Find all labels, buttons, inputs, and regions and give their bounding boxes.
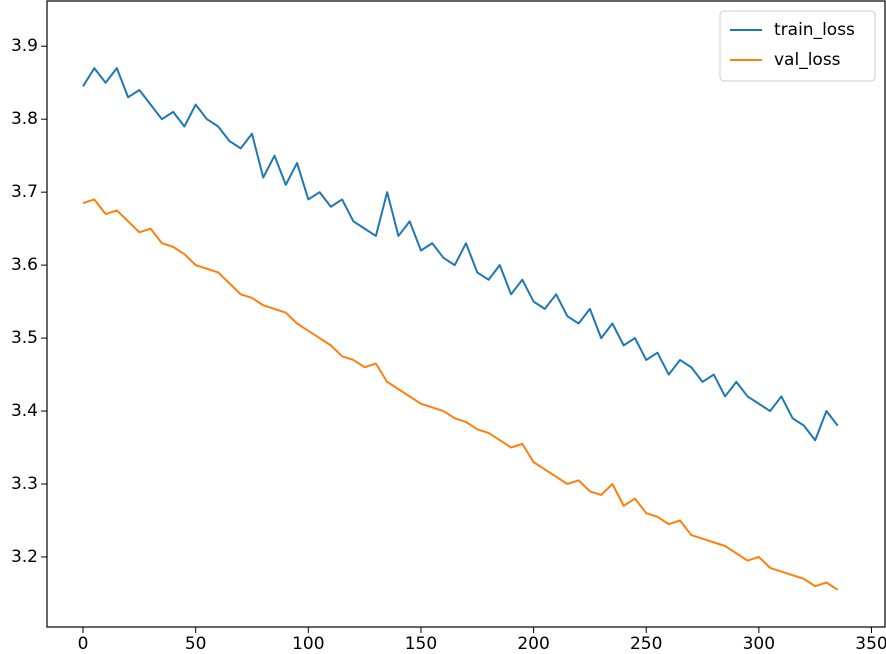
y-tick-label: 3.3 [11, 474, 38, 494]
x-tick-label: 100 [292, 634, 324, 654]
y-tick-label: 3.9 [11, 36, 38, 56]
x-tick-label: 50 [185, 634, 207, 654]
legend: train_loss val_loss [719, 10, 876, 82]
y-tick-label: 3.8 [11, 109, 38, 129]
x-tick-label: 300 [743, 634, 775, 654]
line [82, 198, 839, 591]
x-tick-label: 200 [517, 634, 549, 654]
y-tick-label: 3.4 [11, 401, 38, 421]
x-tick-label: 250 [630, 634, 662, 654]
plot-frame [46, 0, 886, 628]
y-tick-label: 3.2 [11, 547, 38, 567]
y-tick-label: 3.7 [11, 182, 38, 202]
y-tick-label: 3.6 [11, 255, 38, 275]
line [82, 67, 839, 442]
y-tick-label: 3.5 [11, 328, 38, 348]
x-tick-label: 350 [855, 634, 886, 654]
legend-box [719, 10, 876, 82]
legend-label: val_loss [774, 50, 841, 70]
x-tick-label: 0 [78, 634, 89, 654]
legend-label: train_loss [774, 20, 855, 40]
x-tick-label: 150 [405, 634, 437, 654]
